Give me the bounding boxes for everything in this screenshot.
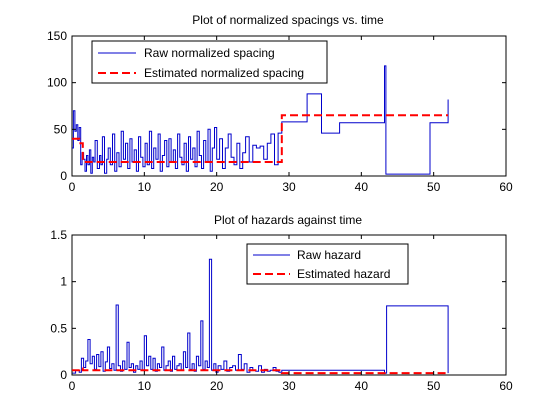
x-tick-label: 40 <box>355 379 369 393</box>
legend-label-estimated: Estimated normalized spacing <box>144 66 304 80</box>
x-tick-label: 0 <box>69 180 76 194</box>
x-tick-label: 10 <box>138 379 152 393</box>
legend-label-estimated: Estimated hazard <box>297 267 390 281</box>
plot-title: Plot of normalized spacings vs. time <box>192 13 384 27</box>
y-tick-label: 0 <box>60 169 67 183</box>
x-tick-label: 60 <box>499 180 513 194</box>
tick-layer: 0 10 20 30 40 50 60 0 50 100 150 <box>47 29 513 194</box>
series-estimated-line <box>72 114 449 163</box>
y-tick-label: 0.5 <box>50 321 67 335</box>
legend-box <box>246 243 409 285</box>
legend-box <box>91 40 328 84</box>
x-tick-label: 0 <box>69 379 76 393</box>
y-tick-label: 100 <box>47 76 67 90</box>
series-layer <box>72 258 449 375</box>
y-tick-label: 50 <box>54 122 68 136</box>
series-layer <box>72 65 449 175</box>
plot-title: Plot of hazards against time <box>214 213 362 227</box>
x-tick-label: 40 <box>355 180 369 194</box>
x-tick-label: 10 <box>138 180 152 194</box>
x-tick-label: 60 <box>499 379 513 393</box>
tick-layer: 0 10 20 30 40 50 60 0 0.5 1 1.5 <box>50 228 513 393</box>
y-tick-label: 1 <box>60 275 67 289</box>
plot-normalized-spacings: Plot of normalized spacings vs. time 0 10… <box>47 13 513 194</box>
y-tick-label: 1.5 <box>50 228 67 242</box>
series-raw-line <box>72 65 449 175</box>
x-tick-label: 30 <box>282 180 296 194</box>
plot-hazards: Plot of hazards against time 0 10 20 30 40 50… <box>50 213 513 393</box>
legend: Raw normalized spacing Estimated normali… <box>91 40 328 84</box>
series-estimated-line <box>72 367 449 375</box>
y-tick-label: 0 <box>60 368 67 382</box>
legend-label-raw: Raw normalized spacing <box>144 46 275 60</box>
x-tick-label: 20 <box>210 180 224 194</box>
x-tick-label: 20 <box>210 379 224 393</box>
legend: Raw hazard Estimated hazard <box>246 243 409 285</box>
x-tick-label: 50 <box>427 379 441 393</box>
x-tick-label: 50 <box>427 180 441 194</box>
series-raw-line <box>72 258 449 374</box>
x-tick-label: 30 <box>282 379 296 393</box>
y-tick-label: 150 <box>47 29 67 43</box>
legend-label-raw: Raw hazard <box>297 248 361 262</box>
